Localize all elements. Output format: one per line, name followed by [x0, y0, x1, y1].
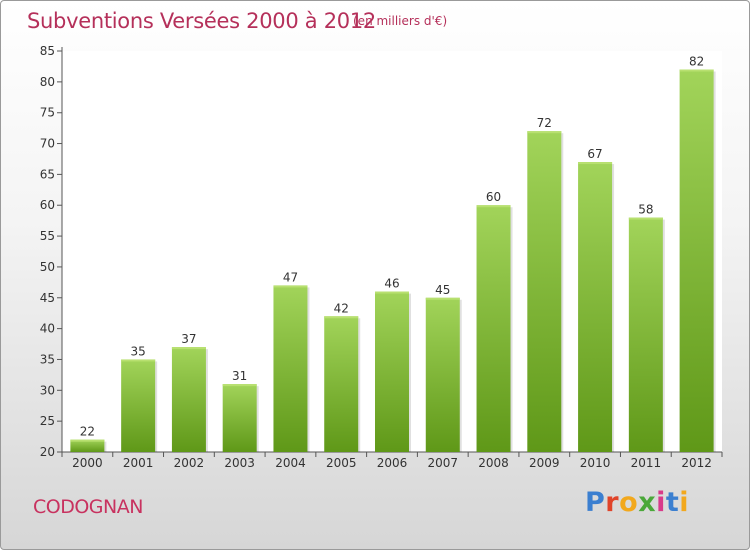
y-tick-label: 80: [40, 75, 55, 89]
y-tick-label: 30: [40, 383, 55, 397]
bar-2008: [476, 205, 511, 452]
bar-top-highlight: [70, 439, 105, 442]
bar-2005: [324, 316, 359, 452]
brand-letter: r: [605, 487, 620, 518]
bar-top-highlight: [222, 384, 257, 387]
brand-letter: i: [679, 487, 690, 518]
bar-value-label: 46: [384, 277, 399, 291]
brand-letter: o: [619, 487, 639, 518]
bar-top-highlight: [425, 297, 460, 300]
bar-value-label: 35: [131, 344, 146, 358]
bar-group: 45: [425, 283, 462, 452]
x-tick-label: 2000: [72, 456, 103, 470]
bar-top-highlight: [679, 69, 714, 72]
chart-title: Subventions Versées 2000 à 2012: [27, 9, 376, 33]
bar-top-highlight: [476, 205, 511, 208]
bar-2001: [121, 359, 156, 452]
bar-top-highlight: [375, 291, 409, 294]
bar-2000: [70, 439, 105, 452]
x-axis: 2000 2001 2002 2003 2004 2005 2006 2007 2008 2009…: [61, 451, 723, 470]
bar-top-highlight: [527, 131, 562, 134]
y-tick-label: 25: [40, 414, 55, 428]
bar-2009: [527, 131, 562, 452]
y-tick-label: 35: [40, 352, 55, 366]
y-tick-label: 85: [40, 44, 55, 58]
bar-2012: [679, 69, 714, 452]
chart-subtitle: (en milliers d'€): [353, 14, 448, 28]
bar-value-label: 60: [486, 190, 501, 204]
y-tick-label: 75: [40, 106, 55, 120]
y-tick-label: 50: [40, 260, 55, 274]
bar-top-highlight: [121, 359, 156, 362]
y-tick-label: 45: [40, 291, 55, 305]
bar-value-label: 42: [334, 301, 349, 315]
y-tick-label: 65: [40, 167, 55, 181]
x-tick-label: 2012: [681, 456, 712, 470]
bar-2011: [628, 217, 663, 452]
bar-group: 35: [121, 344, 158, 452]
bar-top-highlight: [171, 347, 206, 350]
bar-group: 67: [578, 147, 615, 453]
bar-value-label: 82: [689, 55, 704, 69]
bar-group: 42: [324, 301, 361, 452]
bar-2002: [171, 347, 206, 452]
x-tick-label: 2001: [123, 456, 154, 470]
x-tick-label: 2002: [174, 456, 205, 470]
brand-letter: t: [665, 487, 680, 518]
bar-value-label: 72: [537, 116, 552, 130]
x-tick-label: 2011: [631, 456, 662, 470]
bar-group: 82: [679, 55, 716, 452]
x-tick-label: 2005: [326, 456, 357, 470]
brand-letter: P: [585, 487, 606, 518]
bar-value-label: 37: [181, 332, 196, 346]
x-tick-label: 2007: [427, 456, 458, 470]
bar-group: 22: [70, 425, 107, 452]
bar-2004: [273, 285, 308, 452]
y-tick-label: 70: [40, 137, 55, 151]
bar-top-highlight: [324, 316, 359, 319]
bar-group: 31: [222, 369, 259, 452]
x-tick-label: 2010: [580, 456, 611, 470]
bar-group: 72: [527, 116, 564, 452]
bar-group: 47: [273, 270, 310, 452]
bar-group: 58: [628, 203, 665, 452]
bar-2006: [375, 291, 409, 452]
y-tick-label: 55: [40, 229, 55, 243]
y-tick-label: 60: [40, 198, 55, 212]
brand-letter: i: [656, 487, 666, 518]
proxiti-logo[interactable]: Proxiti: [585, 487, 689, 518]
bar-value-label: 45: [435, 283, 450, 297]
brand-letter: x: [638, 487, 657, 518]
x-tick-label: 2003: [224, 456, 255, 470]
bar-2003: [222, 384, 257, 452]
bar-value-label: 67: [587, 147, 602, 161]
bar-group: 60: [476, 190, 513, 452]
y-axis: 20 25 30 35 40 45 50 55 60 65 70 75 80 85: [40, 44, 63, 459]
x-tick-label: 2009: [529, 456, 560, 470]
bars: 22 35 37 31 47 42 46 45 60 72 67 58 82: [70, 55, 716, 453]
bar-value-label: 22: [80, 425, 95, 439]
bar-2007: [425, 297, 460, 452]
bar-2010: [578, 162, 613, 453]
x-tick-label: 2008: [478, 456, 509, 470]
bar-group: 46: [375, 277, 411, 452]
y-tick-label: 40: [40, 322, 55, 336]
x-tick-label: 2006: [377, 456, 408, 470]
y-tick-label: 20: [40, 445, 55, 459]
bar-value-label: 47: [283, 270, 298, 284]
bar-group: 37: [171, 332, 208, 452]
bar-value-label: 58: [638, 203, 653, 217]
commune-name: CODOGNAN: [33, 496, 143, 518]
bar-top-highlight: [628, 217, 663, 220]
bar-top-highlight: [578, 162, 613, 165]
bar-value-label: 31: [232, 369, 247, 383]
x-tick-label: 2004: [275, 456, 306, 470]
bar-top-highlight: [273, 285, 308, 288]
